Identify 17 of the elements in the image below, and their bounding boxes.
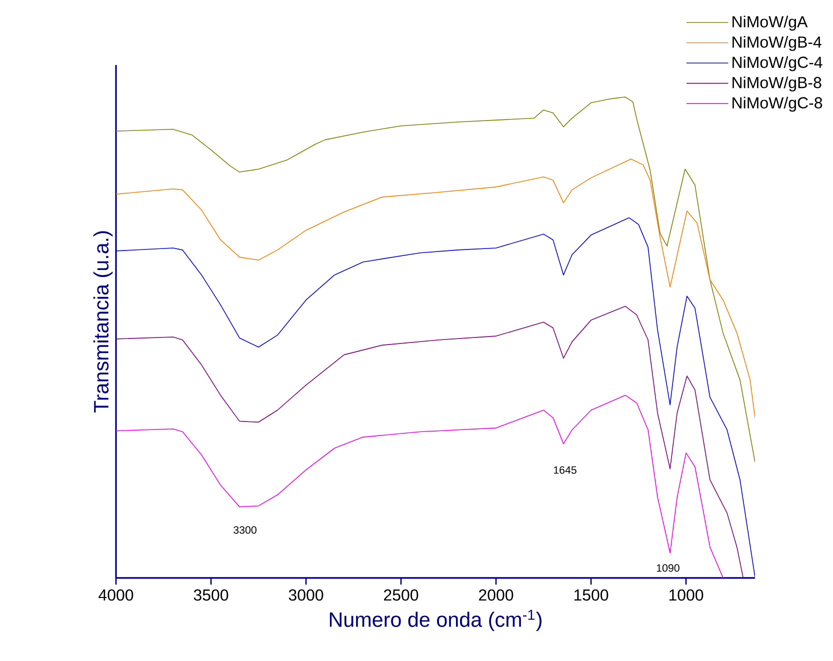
annotation: 1090 [656, 564, 680, 572]
legend-label: NiMoW/gC-4 [732, 56, 822, 72]
x-tick-label: 2500 [384, 589, 418, 601]
y-axis-title: Transmitancia (u.a.) [93, 231, 113, 413]
x-tick-label: 1500 [574, 589, 608, 601]
legend-label: NiMoW/gA [732, 16, 808, 31]
legend-label: NiMoW/gB-4 [732, 36, 822, 51]
legend-label: NiMoW/gB-8 [732, 76, 822, 92]
x-axis-title: Numero de onda (cm$^{-1}$) [330, 610, 542, 632]
x-tick-label: 4000 [98, 589, 134, 601]
x-tick-label: 3000 [288, 589, 324, 601]
x-tick-label: 2000 [479, 589, 514, 601]
x-tick-label: 3500 [194, 589, 228, 601]
annotation: 1645 [554, 466, 576, 474]
x-tick-label: 1000 [669, 589, 704, 601]
annotation: 3300 [234, 526, 256, 534]
legend-label: NiMoW/gC-8 [732, 96, 822, 112]
